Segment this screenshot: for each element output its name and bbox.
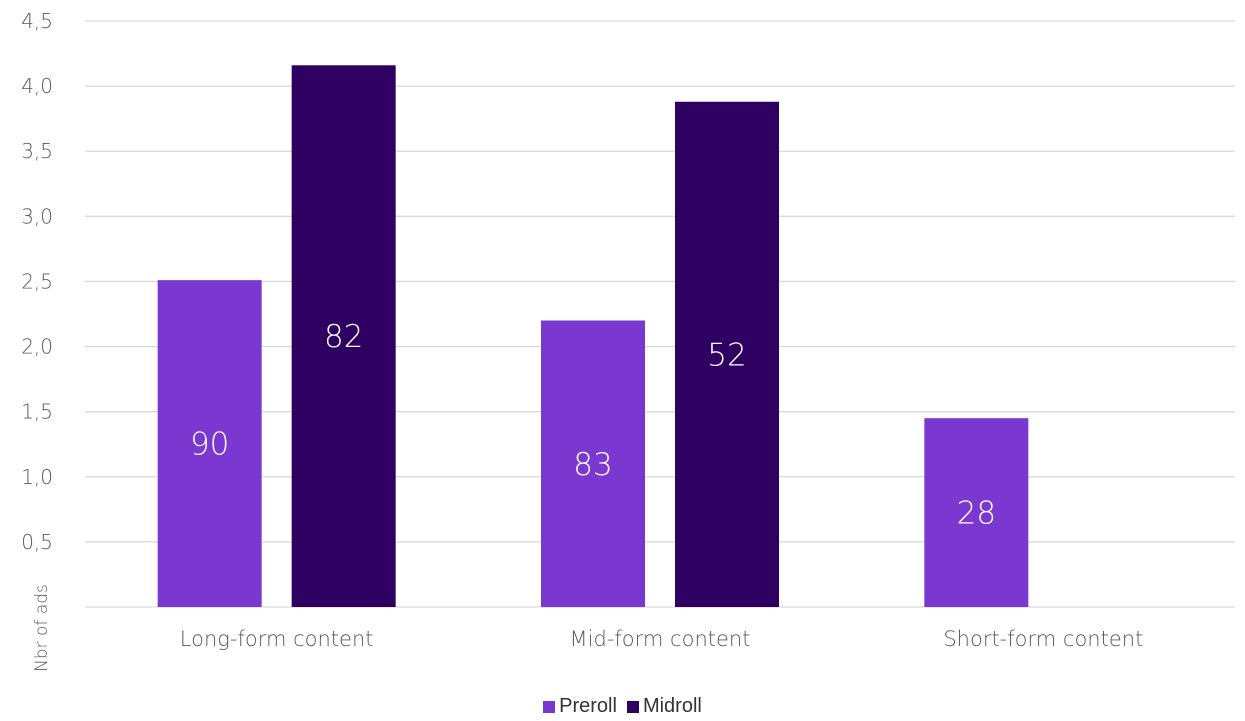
y-tick-label: 1,0 bbox=[21, 465, 53, 489]
y-tick-label: 2,0 bbox=[21, 335, 53, 359]
y-tick-label: 3,5 bbox=[21, 139, 53, 163]
y-axis-ticks: 4,5 4,0 3,5 3,0 2,5 2,0 1,5 1,0 0,5 bbox=[21, 9, 53, 554]
y-tick-label: 0,5 bbox=[21, 530, 53, 554]
data-label: 90 bbox=[190, 427, 229, 463]
bar-preroll bbox=[924, 418, 1029, 607]
legend: Preroll Midroll bbox=[0, 695, 1245, 718]
y-axis-label: Nbr of ads bbox=[32, 584, 52, 672]
y-tick-label: 4,0 bbox=[21, 74, 53, 98]
y-tick-label: 3,0 bbox=[21, 204, 53, 228]
legend-item-midroll: Midroll bbox=[626, 695, 702, 718]
category-label: Long-form content bbox=[180, 627, 374, 651]
y-tick-label: 1,5 bbox=[21, 400, 53, 424]
category-label: Short-form content bbox=[943, 627, 1143, 651]
bar-midroll bbox=[675, 101, 779, 607]
bar-preroll bbox=[157, 280, 262, 607]
data-label: 52 bbox=[707, 337, 746, 373]
gridlines bbox=[85, 20, 1235, 608]
legend-label-midroll: Midroll bbox=[642, 695, 702, 717]
data-label: 82 bbox=[324, 319, 363, 355]
data-label: 83 bbox=[573, 447, 612, 483]
y-tick-label: 4,5 bbox=[21, 9, 53, 33]
legend-swatch-midroll bbox=[626, 700, 639, 713]
y-tick-label: 2,5 bbox=[21, 269, 53, 293]
legend-swatch-preroll bbox=[543, 700, 556, 713]
bar-midroll bbox=[291, 65, 396, 607]
legend-label-preroll: Preroll bbox=[559, 695, 617, 717]
data-label: 28 bbox=[957, 496, 996, 532]
legend-item-preroll: Preroll bbox=[543, 695, 617, 718]
category-label: Mid-form content bbox=[570, 627, 751, 651]
bar-preroll bbox=[541, 320, 645, 607]
bar-chart-svg: 4,5 4,0 3,5 3,0 2,5 2,0 1,5 1,0 0,5 90 82 83 52 28 L… bbox=[21, 9, 1235, 672]
category-labels: Long-form content Mid-form content Short-f… bbox=[180, 627, 1144, 651]
bars bbox=[157, 65, 1029, 607]
data-labels: 90 82 83 52 28 bbox=[190, 319, 996, 531]
